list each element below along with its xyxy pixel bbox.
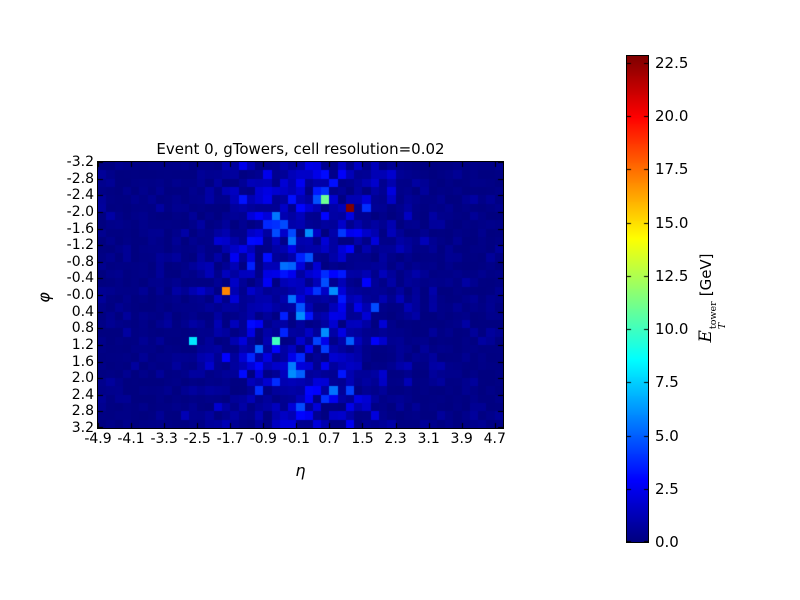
x-tick-label: -4.9 (84, 431, 112, 447)
y-tick-label: 3.2 (71, 420, 94, 436)
y-tick-label: -1.6 (66, 220, 94, 237)
colorbar-label-symbol: E (696, 330, 716, 343)
x-tick-label: -0.1 (282, 431, 311, 447)
colorbar-tick-label: 7.5 (655, 373, 679, 392)
y-tick-label: -0.0 (66, 287, 94, 303)
colorbar (626, 55, 649, 543)
colorbar-tick-label: 22.5 (655, 54, 689, 73)
y-tick-label: -2.8 (66, 170, 94, 187)
x-tick-label: 2.3 (384, 431, 407, 447)
x-axis-label-eta: η (295, 461, 306, 480)
y-tick-label: -2.4 (66, 187, 94, 204)
colorbar-label-subscript: T (717, 322, 728, 330)
colorbar-tick-label: 5.0 (655, 426, 679, 445)
y-tick-label: -1.2 (66, 237, 94, 254)
y-tick-label: 1.2 (71, 336, 94, 353)
x-tick-label: -3.3 (150, 431, 178, 447)
x-tick-label: -0.9 (249, 431, 277, 447)
y-tick-label: 2.8 (71, 403, 94, 420)
colorbar-tick-label: 17.5 (655, 160, 689, 179)
y-tick-label: -0.8 (66, 253, 94, 270)
colorbar-tick-label: 15.0 (655, 213, 689, 232)
y-tick-label: 0.4 (71, 303, 94, 320)
plot-title: Event 0, gTowers, cell resolution=0.02 (156, 140, 445, 158)
heatmap-canvas (98, 162, 503, 428)
y-tick-label: -0.4 (66, 270, 94, 287)
x-tick-label: 3.1 (417, 431, 440, 447)
y-tick-label: -2.0 (66, 203, 94, 220)
heatmap-plot-area (97, 161, 504, 429)
colorbar-tick-label: 10.0 (655, 320, 689, 339)
x-tick-label: -1.7 (216, 431, 244, 447)
colorbar-tick-label: 0.0 (655, 533, 679, 551)
y-axis-label-phi: φ (34, 292, 54, 303)
colorbar-tick-label: 12.5 (655, 266, 689, 285)
y-tick-label: -3.2 (66, 154, 94, 170)
y-tick-label: 0.8 (71, 320, 94, 337)
x-tick-label: 3.9 (450, 431, 473, 447)
x-tick-label: -2.5 (183, 431, 211, 447)
x-tick-label: 1.5 (351, 431, 374, 447)
colorbar-canvas (627, 56, 648, 542)
y-tick-label: 2.4 (71, 386, 94, 403)
y-tick-label: 2.0 (71, 370, 94, 387)
colorbar-tick-label: 20.0 (655, 107, 689, 126)
colorbar-label-scripts: tower T (708, 301, 728, 330)
colorbar-tick-label: 2.5 (655, 479, 679, 498)
x-tick-label: 4.7 (483, 431, 506, 447)
colorbar-label-units: [GeV] (697, 253, 715, 297)
y-tick-label: 1.6 (71, 353, 94, 370)
x-tick-label: -4.1 (117, 431, 145, 447)
x-tick-label: 0.7 (318, 431, 341, 447)
